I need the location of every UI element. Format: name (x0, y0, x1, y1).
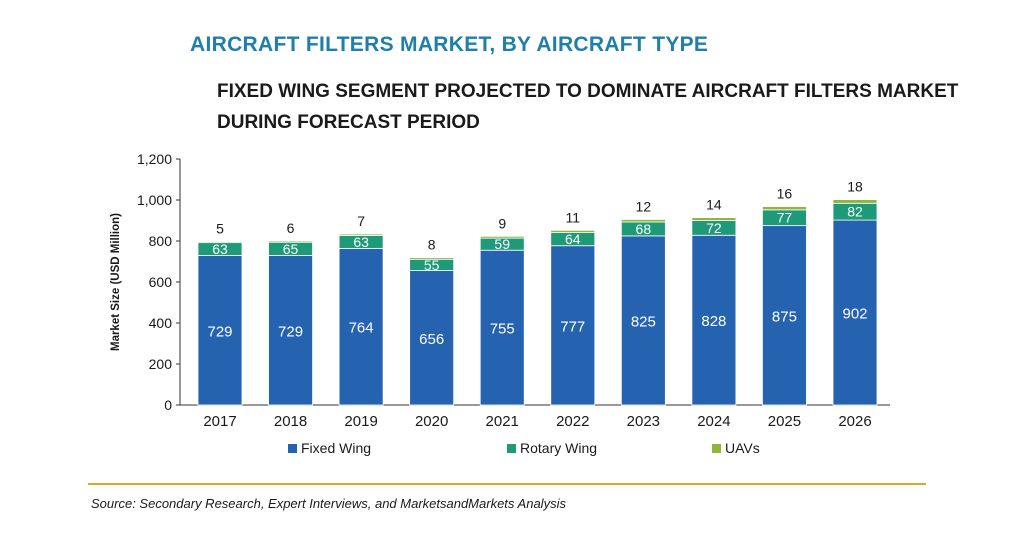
data-label: 55 (424, 257, 440, 273)
x-tick-label: 2021 (486, 413, 519, 430)
data-label: 755 (490, 321, 515, 338)
data-label: 777 (560, 318, 585, 335)
y-tick-label: 1,200 (137, 151, 172, 167)
data-label: 656 (419, 331, 444, 348)
data-label: 65 (283, 241, 299, 257)
bar-segment (197, 255, 243, 406)
x-tick-label: 2020 (415, 413, 448, 430)
bar-segment (832, 219, 878, 406)
y-tick-label: 600 (149, 274, 173, 290)
data-label: 16 (777, 186, 793, 202)
legend-swatch (507, 444, 516, 453)
data-label: 6 (287, 220, 295, 236)
bar-segment (691, 217, 737, 221)
y-tick-label: 1,000 (137, 192, 172, 208)
bar-segment (197, 241, 243, 244)
data-label: 764 (349, 320, 374, 337)
data-label: 9 (498, 215, 506, 231)
bar-segment (338, 247, 384, 406)
x-tick-label: 2022 (556, 413, 589, 430)
x-tick-label: 2025 (768, 413, 801, 430)
data-label: 875 (772, 308, 797, 325)
chart-title: AIRCRAFT FILTERS MARKET, BY AIRCRAFT TYP… (190, 33, 709, 56)
bar-segment (620, 235, 666, 406)
data-label: 825 (631, 313, 656, 330)
legend-label: Fixed Wing (301, 440, 371, 456)
data-label: 63 (353, 234, 369, 250)
y-axis-title: Market Size (USD Million) (110, 213, 122, 351)
bar-segment (691, 234, 737, 406)
bar-segment (268, 255, 313, 406)
data-label: 77 (777, 210, 793, 226)
x-tick-label: 2023 (627, 413, 660, 430)
legend-swatch (288, 444, 297, 453)
data-label: 12 (636, 198, 652, 214)
data-label: 828 (701, 313, 726, 330)
y-tick-label: 0 (164, 397, 172, 413)
data-label: 18 (847, 179, 863, 195)
data-label: 63 (212, 241, 228, 257)
data-label: 64 (565, 231, 581, 247)
data-label: 82 (847, 204, 863, 220)
bar-segment (479, 249, 525, 406)
data-label: 729 (207, 323, 232, 340)
data-label: 5 (216, 221, 224, 237)
data-label: 72 (706, 220, 722, 236)
x-tick-label: 2024 (697, 413, 730, 430)
bar-segment (268, 240, 313, 243)
bar-segment (409, 270, 455, 406)
data-label: 14 (706, 197, 722, 213)
y-tick-label: 400 (149, 315, 173, 331)
bar-segment (479, 235, 525, 239)
legend-swatch (712, 444, 721, 453)
data-label: 902 (842, 306, 867, 323)
data-label: 729 (278, 323, 303, 340)
y-tick-label: 800 (149, 233, 173, 249)
x-tick-label: 2018 (274, 413, 307, 430)
subtitle-line-2: DURING FORECAST PERIOD (217, 112, 480, 133)
data-label: 8 (428, 237, 436, 253)
bar-segment (550, 245, 596, 406)
source-note: Source: Secondary Research, Expert Inter… (91, 496, 566, 511)
data-label: 11 (566, 209, 581, 225)
chart-subtitle: FIXED WING SEGMENT PROJECTED TO DOMINATE… (217, 76, 958, 138)
data-label: 7 (357, 213, 365, 229)
bar-segment (832, 199, 878, 204)
x-tick-label: 2019 (344, 413, 377, 430)
footer-divider (88, 483, 926, 485)
bar-segment (550, 229, 596, 233)
bar-segment (762, 206, 807, 211)
x-tick-label: 2017 (203, 413, 236, 430)
x-tick-label: 2026 (838, 413, 871, 430)
data-label: 68 (636, 221, 652, 237)
y-tick-label: 200 (149, 356, 173, 372)
bar-segment (409, 257, 455, 260)
legend-label: UAVs (725, 440, 760, 456)
bar-segment (338, 233, 384, 236)
subtitle-line-1: FIXED WING SEGMENT PROJECTED TO DOMINATE… (217, 81, 959, 102)
data-label: 59 (494, 236, 510, 252)
bar-segment (620, 219, 666, 223)
legend-label: Rotary Wing (520, 440, 597, 456)
